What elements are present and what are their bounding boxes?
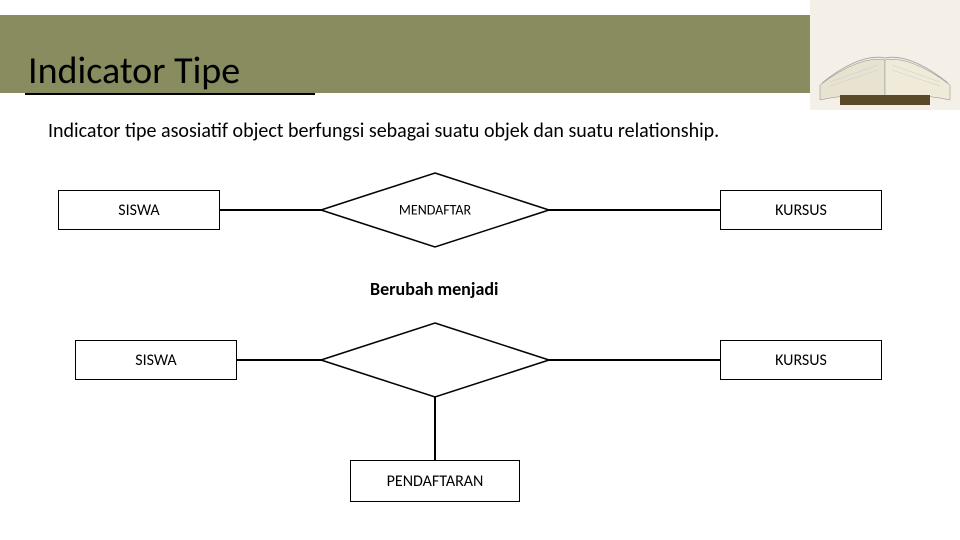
book-image bbox=[810, 0, 960, 110]
erd2-connector-down bbox=[434, 396, 436, 460]
erd1-relationship-diamond: MENDAFTAR bbox=[320, 172, 550, 248]
erd2-associative-label: PENDAFTARAN bbox=[387, 472, 484, 491]
erd2-connector-right bbox=[548, 359, 720, 361]
erd2-connector-left bbox=[237, 359, 325, 361]
erd1-entity-left: SISWA bbox=[58, 190, 220, 230]
erd2-entity-left-label: SISWA bbox=[135, 351, 176, 370]
erd2-entity-right: KURSUS bbox=[720, 340, 882, 380]
subtitle-text: Indicator tipe asosiatif object berfungs… bbox=[48, 118, 818, 144]
erd1-relationship-label: MENDAFTAR bbox=[320, 202, 550, 219]
erd1-entity-right: KURSUS bbox=[720, 190, 882, 230]
transition-label: Berubah menjadi bbox=[370, 278, 498, 300]
erd2-entity-left: SISWA bbox=[75, 340, 237, 380]
erd1-entity-right-label: KURSUS bbox=[775, 201, 827, 220]
erd2-associative-entity: PENDAFTARAN bbox=[350, 460, 520, 502]
erd1-connector-right bbox=[548, 209, 720, 211]
erd1-connector-left bbox=[220, 209, 325, 211]
title-underline bbox=[25, 93, 315, 95]
erd2-relationship-diamond bbox=[320, 322, 550, 398]
page-title: Indicator Tipe bbox=[28, 48, 240, 94]
erd1-entity-left-label: SISWA bbox=[118, 201, 159, 220]
erd2-entity-right-label: KURSUS bbox=[775, 351, 827, 370]
